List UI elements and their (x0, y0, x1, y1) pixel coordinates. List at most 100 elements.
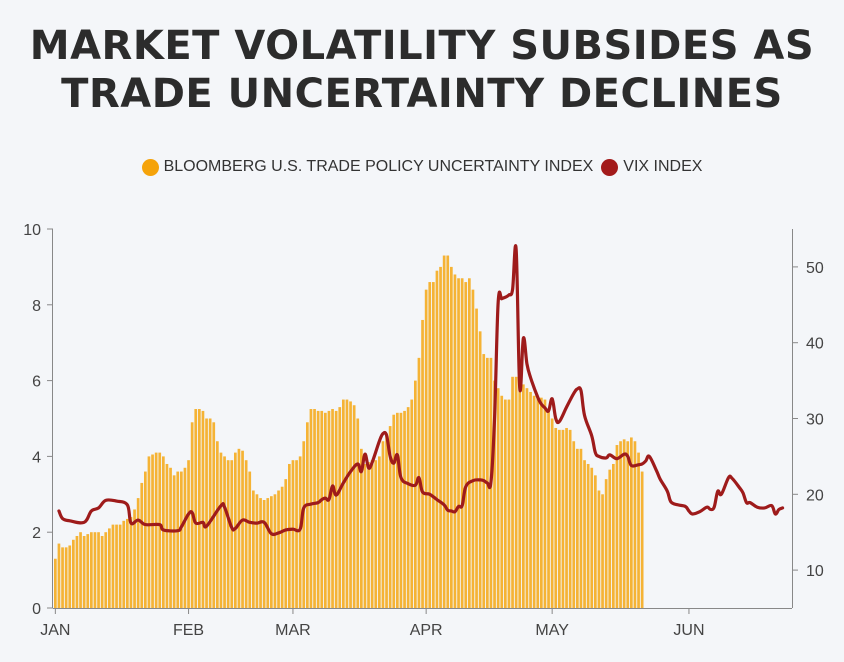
bar (536, 397, 540, 608)
bar (338, 407, 342, 608)
bar (568, 429, 572, 608)
title-line-2: TRADE UNCERTAINTY DECLINES (61, 71, 783, 117)
bar (54, 558, 57, 608)
bar (428, 282, 432, 608)
legend-label-vix: VIX INDEX (623, 158, 703, 175)
bar (576, 448, 579, 608)
bar (396, 412, 399, 608)
bar (68, 545, 72, 608)
bar (439, 266, 442, 608)
bar (435, 270, 439, 608)
bar (558, 429, 561, 608)
bar (226, 460, 230, 608)
bar (284, 479, 288, 608)
bar (604, 479, 608, 608)
bar (136, 498, 140, 608)
bar (583, 460, 586, 608)
bar (518, 376, 522, 608)
x-tick-label: APR (410, 622, 443, 639)
bar (237, 448, 241, 608)
bar (615, 445, 619, 608)
bar (147, 456, 151, 608)
tick-labels: 0 2 4 6 8 10 10 20 30 40 50 JAN FEB MAR APR MAY JUN (23, 222, 824, 639)
bar (478, 331, 482, 608)
bar (525, 388, 529, 608)
chart-title: MARKET VOLATILITY SUBSIDES AS TRADE UNCE… (0, 22, 844, 118)
bar (493, 380, 496, 608)
bar (399, 412, 403, 608)
bar (432, 282, 435, 608)
bar (291, 460, 295, 608)
bar (140, 482, 144, 608)
title-line-1: MARKET VOLATILITY SUBSIDES AS (29, 23, 815, 69)
bar (316, 410, 320, 608)
left-tick-label: 4 (32, 449, 41, 466)
legend-dot-vix (601, 158, 619, 176)
bar (241, 450, 244, 608)
bar (579, 448, 583, 608)
bar (57, 543, 61, 608)
bar (75, 535, 79, 608)
bar (450, 266, 453, 608)
bar (363, 463, 367, 608)
bar (162, 456, 165, 608)
bar (374, 460, 378, 608)
bar (622, 439, 626, 608)
line-series (57, 244, 785, 537)
bar (507, 399, 511, 608)
bar (187, 460, 190, 608)
bar (511, 376, 514, 608)
bar (385, 433, 388, 608)
bar (298, 456, 302, 608)
bar (313, 409, 316, 608)
bar (633, 441, 637, 608)
bar (630, 437, 633, 608)
x-tick-label: MAR (275, 622, 311, 639)
bar (244, 460, 248, 608)
bar (637, 452, 640, 608)
bar (100, 535, 104, 608)
bar (626, 441, 630, 608)
bar (208, 418, 212, 608)
bar (324, 412, 327, 608)
bar (277, 490, 280, 608)
bar (219, 452, 223, 608)
bar (471, 289, 475, 608)
bar (86, 534, 90, 608)
bar (601, 494, 604, 608)
bar-series (54, 255, 644, 608)
bar (266, 498, 270, 608)
bar (367, 462, 370, 608)
bar (442, 255, 446, 608)
left-tick-label: 0 (32, 601, 41, 618)
bar (126, 518, 129, 608)
bar (590, 467, 594, 608)
bar (255, 494, 259, 608)
bar (378, 456, 381, 608)
bar (169, 467, 172, 608)
bar (453, 274, 457, 608)
bar (151, 454, 154, 608)
bar (252, 490, 255, 608)
bar (79, 532, 82, 608)
bar (410, 399, 414, 608)
bar (302, 441, 306, 608)
bar (612, 463, 615, 608)
bar (118, 524, 122, 608)
bar (594, 475, 597, 608)
bar (64, 547, 68, 608)
bar (194, 409, 198, 608)
bar (550, 418, 554, 608)
bar (216, 441, 219, 608)
bar (342, 399, 345, 608)
bar (334, 410, 338, 608)
bar (133, 509, 136, 608)
bar (446, 255, 450, 608)
bar (201, 410, 205, 608)
bar (468, 278, 471, 608)
bar (176, 471, 180, 608)
bar (144, 471, 147, 608)
bar (93, 532, 97, 608)
bar (464, 282, 468, 608)
